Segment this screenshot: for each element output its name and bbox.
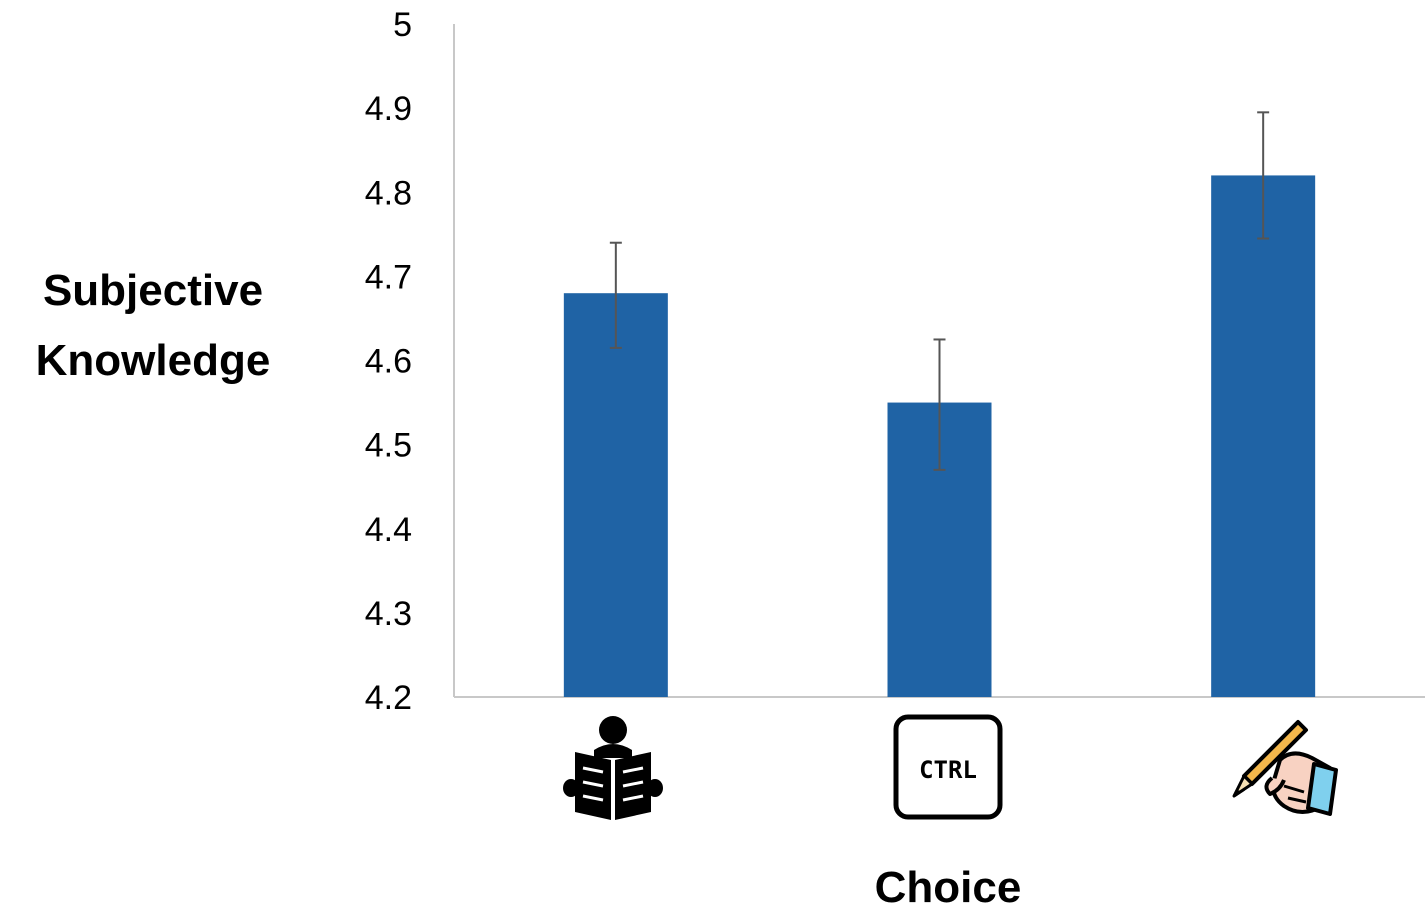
y-axis-title: Subjective Knowledge: [36, 266, 271, 385]
y-tick-label: 4.7: [365, 258, 412, 296]
y-tick-label: 4.4: [365, 511, 412, 549]
error-bar-writer: [1257, 111, 1270, 240]
reading-person-icon: [563, 716, 663, 820]
ctrl-key-label: CTRL: [919, 756, 977, 784]
y-tick-label: 4.3: [365, 595, 412, 633]
ctrl-key-icon: CTRL: [893, 714, 1003, 820]
bar-writer: [1211, 175, 1316, 698]
y-axis-title-line-1: Subjective: [43, 266, 263, 315]
y-tick-label: 4.2: [365, 679, 412, 717]
hand-writing-pencil-icon: [1232, 720, 1338, 816]
bar-reader: [563, 293, 668, 697]
y-axis-title-line-2: Knowledge: [36, 336, 271, 385]
y-tick-label: 4.6: [365, 343, 412, 381]
error-bar-reader: [609, 241, 622, 349]
y-tick-label: 4.8: [365, 174, 412, 212]
error-bar-ctrl: [933, 338, 946, 471]
x-axis-title: Choice: [875, 863, 1022, 906]
y-tick-label: 5: [393, 6, 412, 44]
y-tick-label: 4.9: [365, 90, 412, 128]
y-tick-label: 4.5: [365, 427, 412, 465]
